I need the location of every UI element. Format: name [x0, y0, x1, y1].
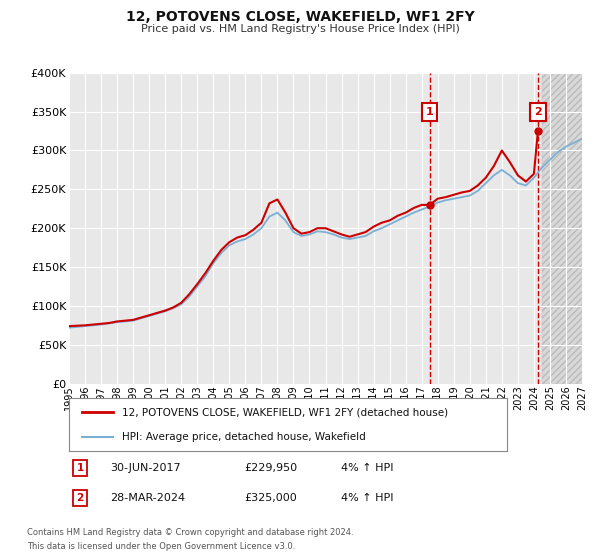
Text: 4% ↑ HPI: 4% ↑ HPI — [341, 493, 393, 503]
Text: £325,000: £325,000 — [244, 493, 297, 503]
Text: This data is licensed under the Open Government Licence v3.0.: This data is licensed under the Open Gov… — [27, 542, 295, 550]
Bar — [542, 73, 582, 384]
Text: Contains HM Land Registry data © Crown copyright and database right 2024.: Contains HM Land Registry data © Crown c… — [27, 528, 353, 536]
Text: 2: 2 — [76, 493, 83, 503]
Text: 30-JUN-2017: 30-JUN-2017 — [110, 463, 181, 473]
Text: Price paid vs. HM Land Registry's House Price Index (HPI): Price paid vs. HM Land Registry's House … — [140, 24, 460, 34]
Text: 1: 1 — [426, 106, 434, 116]
Text: HPI: Average price, detached house, Wakefield: HPI: Average price, detached house, Wake… — [122, 432, 365, 442]
Text: £229,950: £229,950 — [244, 463, 298, 473]
Text: 12, POTOVENS CLOSE, WAKEFIELD, WF1 2FY: 12, POTOVENS CLOSE, WAKEFIELD, WF1 2FY — [125, 10, 475, 24]
Text: 2: 2 — [534, 106, 542, 116]
Text: 28-MAR-2024: 28-MAR-2024 — [110, 493, 186, 503]
Text: 4% ↑ HPI: 4% ↑ HPI — [341, 463, 393, 473]
Bar — [542, 73, 582, 384]
Text: 12, POTOVENS CLOSE, WAKEFIELD, WF1 2FY (detached house): 12, POTOVENS CLOSE, WAKEFIELD, WF1 2FY (… — [122, 408, 448, 418]
Text: 1: 1 — [76, 463, 83, 473]
